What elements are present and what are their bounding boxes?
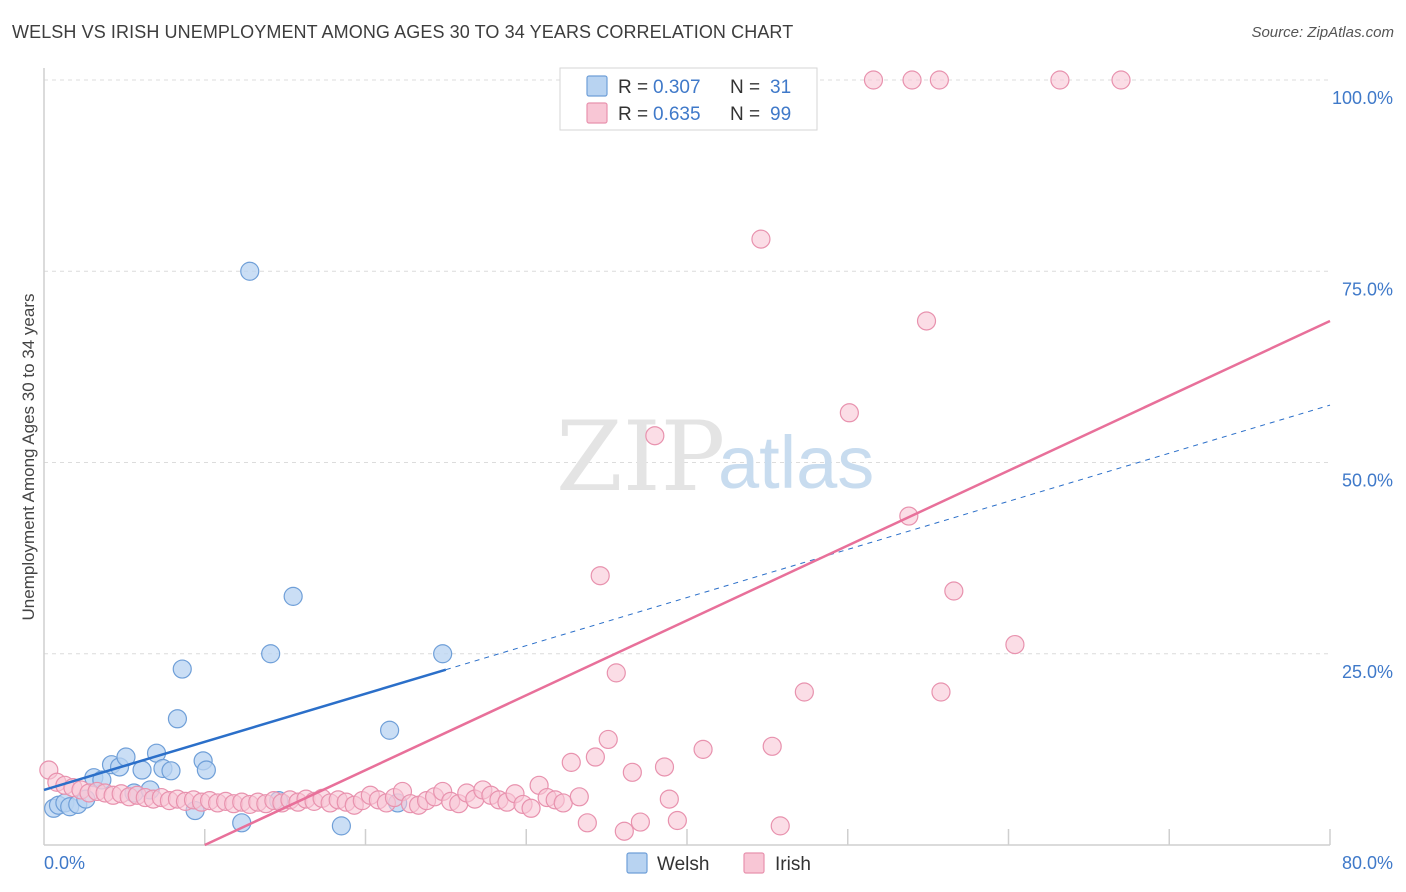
y-tick-label: 100.0% bbox=[1332, 88, 1393, 108]
irish-point bbox=[931, 682, 951, 702]
bottom-legend-welsh-swatch bbox=[626, 852, 648, 874]
irish-point bbox=[1050, 70, 1070, 90]
watermark-atlas: atlas bbox=[718, 421, 874, 504]
irish-point bbox=[561, 752, 581, 772]
irish-point bbox=[606, 663, 626, 683]
irish-point bbox=[770, 816, 790, 836]
welsh-point bbox=[283, 586, 303, 606]
legend-irish-r-value: 0.635 bbox=[653, 104, 701, 125]
irish-point bbox=[521, 798, 541, 818]
legend-welsh-n-label: N = bbox=[730, 77, 760, 98]
irish-point bbox=[693, 739, 713, 759]
legend-irish-swatch bbox=[586, 102, 608, 124]
irish-point bbox=[916, 311, 937, 331]
irish-point bbox=[751, 229, 771, 249]
x-tick-label: 0.0% bbox=[44, 853, 85, 873]
y-tick-labels: 25.0% 50.0% 75.0% 100.0% bbox=[1332, 88, 1393, 682]
watermark: ZIP atlas bbox=[556, 401, 874, 513]
irish-point bbox=[659, 789, 679, 809]
irish-point bbox=[585, 747, 605, 767]
welsh-point bbox=[172, 659, 192, 679]
bottom-legend-irish-swatch bbox=[743, 852, 765, 874]
welsh-point bbox=[161, 761, 181, 781]
y-tick-label: 25.0% bbox=[1342, 662, 1393, 682]
legend-welsh-n-value: 31 bbox=[770, 77, 791, 98]
irish-point bbox=[762, 736, 782, 756]
x-tick-labels: 0.0% 80.0% bbox=[44, 853, 1393, 873]
legend-welsh-r-label: R = bbox=[618, 77, 648, 98]
irish-point bbox=[569, 787, 589, 807]
irish-point bbox=[654, 757, 675, 777]
chart-title: WELSH VS IRISH UNEMPLOYMENT AMONG AGES 3… bbox=[12, 22, 794, 42]
irish-point bbox=[863, 70, 884, 90]
irish-point bbox=[645, 426, 665, 446]
welsh-point bbox=[331, 816, 351, 836]
irish-point bbox=[598, 729, 618, 750]
y-tick-label: 50.0% bbox=[1342, 471, 1393, 491]
legend-irish-r-label: R = bbox=[618, 104, 648, 125]
irish-point bbox=[1005, 634, 1025, 655]
irish-point bbox=[577, 813, 597, 833]
bottom-legend: Welsh Irish bbox=[626, 852, 811, 875]
welsh-point bbox=[196, 760, 216, 780]
y-axis-label: Unemployment Among Ages 30 to 34 years bbox=[19, 294, 38, 621]
irish-point bbox=[902, 70, 922, 90]
welsh-trend-extension bbox=[445, 404, 1331, 671]
bottom-legend-irish-label: Irish bbox=[775, 854, 811, 875]
irish-point bbox=[614, 821, 634, 841]
irish-point bbox=[553, 793, 573, 813]
trend-lines bbox=[43, 319, 1331, 847]
welsh-points bbox=[44, 261, 453, 836]
x-tick-label: 80.0% bbox=[1342, 853, 1393, 873]
irish-point bbox=[667, 810, 687, 831]
welsh-point bbox=[240, 261, 260, 281]
legend-welsh-swatch bbox=[586, 75, 608, 97]
legend-box: R = 0.307 N = 31 R = 0.635 N = 99 bbox=[559, 67, 818, 131]
watermark-zip: ZIP bbox=[556, 401, 725, 513]
irish-trend-line bbox=[204, 319, 1331, 847]
welsh-trend-line bbox=[43, 668, 447, 792]
irish-point bbox=[944, 581, 964, 601]
welsh-point bbox=[380, 720, 400, 740]
irish-point bbox=[1111, 70, 1131, 90]
legend-irish-n-value: 99 bbox=[770, 104, 791, 125]
irish-point bbox=[929, 70, 949, 90]
x-tick-marks bbox=[204, 829, 1331, 845]
legend-welsh-r-value: 0.307 bbox=[653, 77, 701, 98]
source-credit: Source: ZipAtlas.com bbox=[1251, 24, 1394, 41]
y-tick-label: 75.0% bbox=[1342, 279, 1393, 299]
grid-lines bbox=[44, 79, 1330, 655]
bottom-legend-welsh-label: Welsh bbox=[657, 854, 709, 875]
irish-point bbox=[839, 403, 859, 423]
irish-points bbox=[39, 70, 1131, 841]
irish-point bbox=[622, 762, 642, 782]
irish-point bbox=[590, 566, 610, 586]
welsh-point bbox=[167, 709, 188, 729]
welsh-point bbox=[261, 644, 281, 664]
welsh-point bbox=[433, 644, 453, 664]
irish-point bbox=[794, 682, 814, 702]
irish-point bbox=[630, 812, 650, 832]
legend-irish-n-label: N = bbox=[730, 104, 760, 125]
